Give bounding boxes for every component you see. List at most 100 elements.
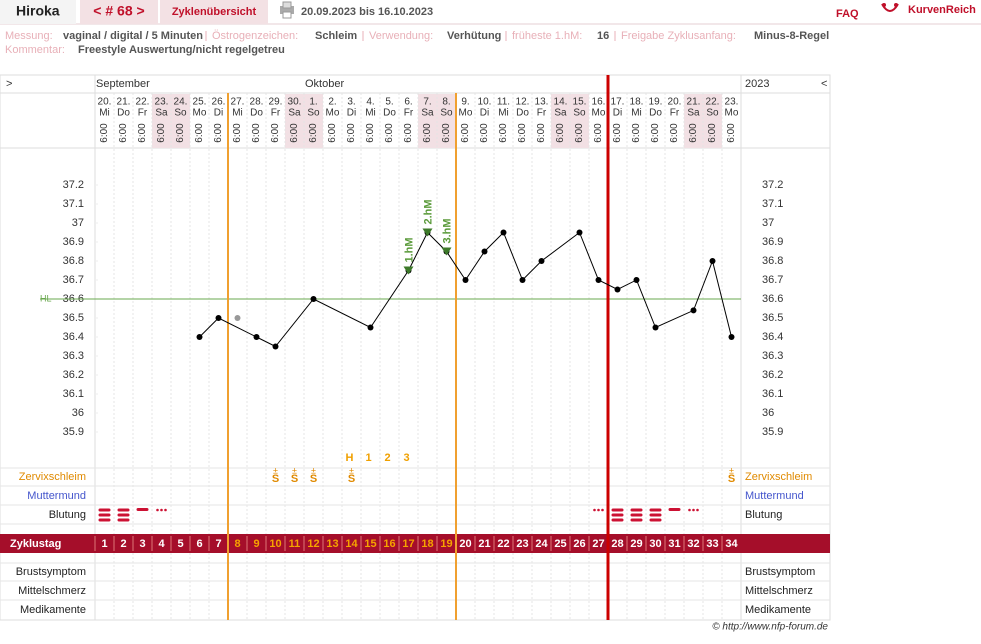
weekday-label: So [440,108,453,119]
cycle-day: 18 [421,538,433,550]
date-label: 29. [269,97,283,108]
time-label: 6:00 [726,123,737,143]
bleeding-icon [156,508,159,512]
cycle-day: 14 [345,538,358,550]
weekday-label: Mo [193,108,207,119]
temperature-point [519,277,526,283]
y-tick-label-right: 36.3 [762,350,783,362]
bleeding-icon [136,508,149,511]
time-label: 6:00 [669,123,680,143]
bleeding-icon [98,518,111,522]
year: 2023 [745,78,769,90]
date-label: 30. [288,97,302,108]
overview-box[interactable] [160,0,268,24]
cycle-day: 12 [307,538,319,550]
info-value: Minus-8-Regel [754,30,829,42]
bleeding-icon [593,508,596,512]
time-label: 6:00 [707,123,718,143]
cervix-symbol: S [310,473,317,485]
cycle-nav[interactable]: < # 68 > [93,3,144,19]
weekday-label: So [307,108,320,119]
bleeding-icon [98,508,111,512]
weekday-label: Mo [326,108,340,119]
y-tick-label: 37 [72,217,84,229]
temperature-line [199,231,732,348]
weekday-label: Fr [404,108,414,119]
y-tick-label-right: 36.4 [762,331,783,343]
time-label: 6:00 [194,123,205,143]
cycle-day: 5 [177,538,183,550]
date-range: 20.09.2023 bis 16.10.2023 [301,6,433,18]
time-label: 6:00 [137,123,148,143]
comment-label: Kommentar: [5,44,65,56]
bleeding-icon [601,508,604,512]
time-label: 6:00 [460,123,471,143]
y-tick-label: 36.1 [63,388,84,400]
weekday-label: Sa [687,108,700,119]
name-box [0,0,76,24]
temperature-point [367,324,374,331]
cycle-day: 22 [497,538,509,550]
y-tick-label-right: 36.8 [762,255,783,267]
time-label: 6:00 [498,123,509,143]
info-label: Östrogenzeichen: [212,30,298,42]
weekday-label: Sa [288,108,301,119]
cycle-day: 3 [139,538,145,550]
y-tick-label: 36.3 [63,350,84,362]
logo-text[interactable]: KurvenReich [908,4,976,16]
bleeding-icon [160,508,163,512]
temperature-point [462,277,469,283]
info-label: Freigabe Zyklusanfang: [621,30,736,42]
bleeding-icon [117,508,130,512]
peak-marker [441,247,452,256]
weekday-label: Mi [631,108,642,119]
logo-icon [881,3,899,12]
bleeding-icon [668,508,681,511]
cycle-day: 13 [326,538,338,550]
cycle-box[interactable] [80,0,158,24]
mucus-letter: 3 [403,452,409,464]
time-label: 6:00 [346,123,357,143]
date-label: 13. [535,97,549,108]
date-label: 27. [231,97,245,108]
time-label: 6:00 [650,123,661,143]
info-value: 16 [597,30,609,42]
time-label: 6:00 [536,123,547,143]
date-label: 2. [328,97,336,108]
cycle-band [0,534,830,553]
time-label: 6:00 [251,123,262,143]
weekday-label: So [174,108,187,119]
cycle-day: 30 [649,538,661,550]
mucus-letter: H [346,452,354,464]
cycle-day: 15 [364,538,376,550]
date-label: 11. [497,97,510,108]
info-value: Verhütung [447,30,501,42]
cycle-day: 21 [478,538,490,550]
row-label: Zervixschleim [19,471,86,483]
cycle-day: 32 [687,538,699,550]
weekend-cell [285,94,304,148]
temperature-point [595,277,602,283]
cycle-day: 26 [573,538,585,550]
weekend-cell [152,94,171,148]
weekend-cell [703,94,722,148]
y-tick-label: 36.9 [63,236,84,248]
time-label: 6:00 [612,123,623,143]
cycle-day: 33 [706,538,718,550]
y-tick-label: 36.2 [63,369,84,381]
temperature-point [576,229,583,236]
print-icon[interactable] [280,1,294,19]
row-label: Muttermund [27,490,86,502]
time-label: 6:00 [270,123,281,143]
bleeding-icon [117,518,130,522]
date-label: 26. [212,97,226,108]
bleeding-icon [692,508,695,512]
faq-link[interactable]: FAQ [836,8,859,20]
cycle-day: 34 [725,538,738,550]
time-label: 6:00 [403,123,414,143]
cycle-day: 20 [459,538,471,550]
date-label: 3. [347,97,355,108]
overview-link[interactable]: Zyklenübersicht [172,6,257,18]
weekend-cell [570,94,589,148]
